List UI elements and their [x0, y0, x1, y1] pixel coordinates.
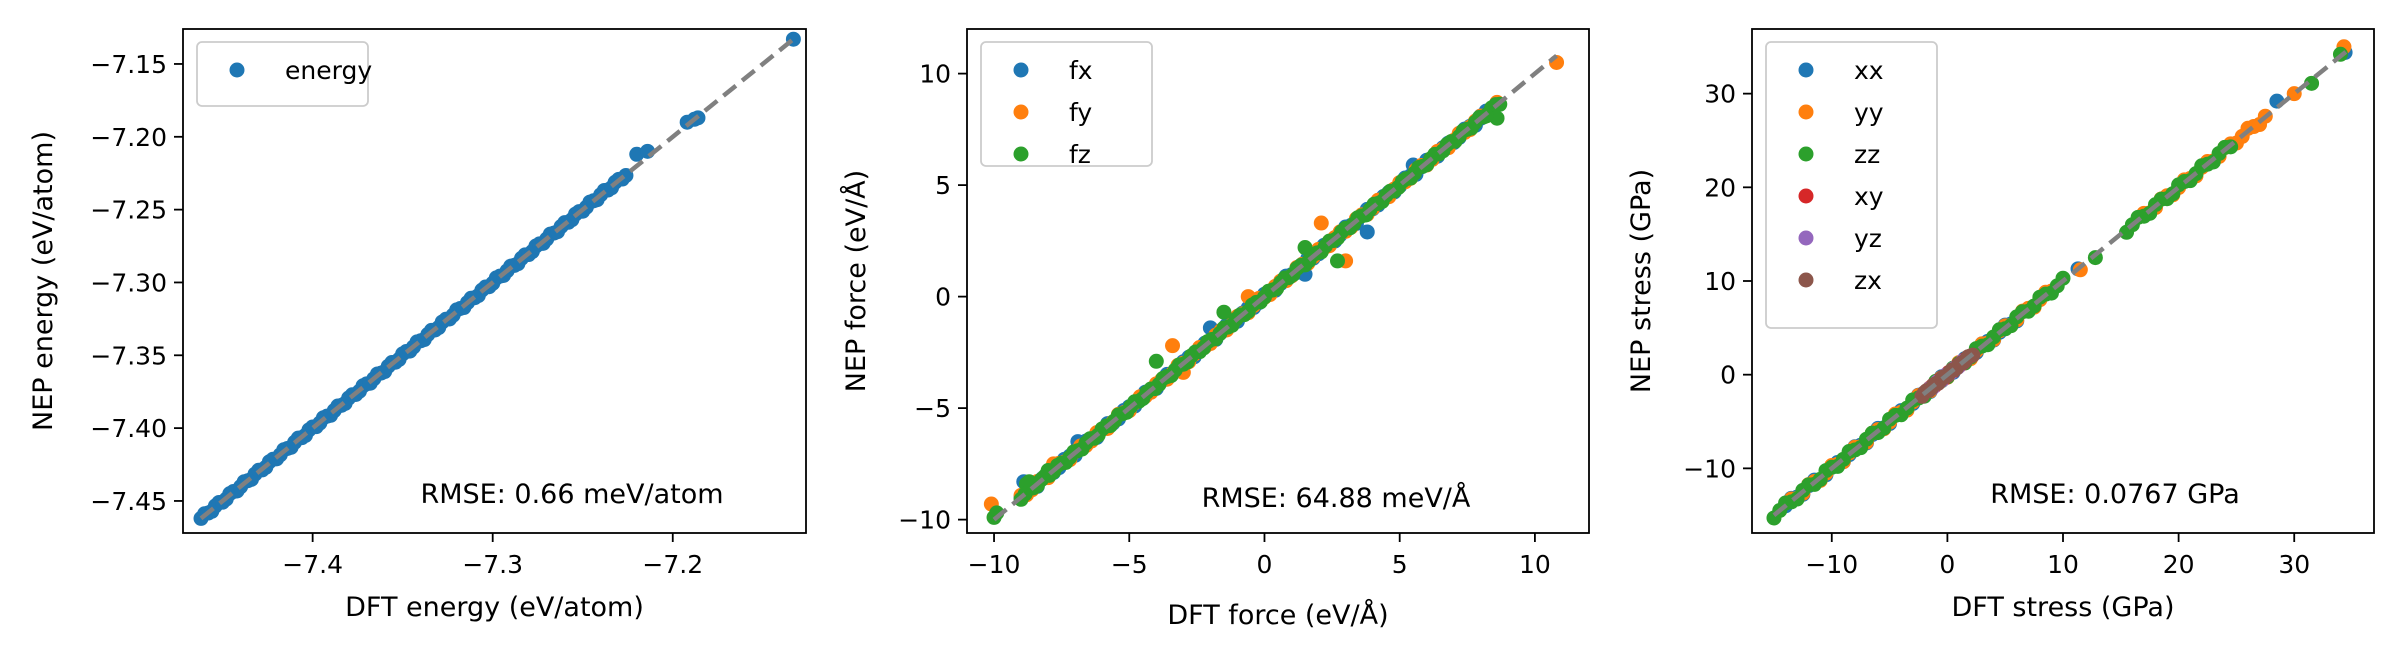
data-point	[1165, 338, 1181, 354]
y-tick-label: 10	[919, 60, 951, 89]
data-point	[1359, 224, 1375, 240]
rmse-annotation: RMSE: 0.0767 GPa	[1990, 479, 2240, 510]
y-axis-label: NEP energy (eV/atom)	[28, 131, 59, 431]
y-tick-label: −7.40	[90, 414, 167, 443]
y-tick-label: 0	[1720, 361, 1736, 390]
legend: xx yy zz xy yz zx	[1765, 41, 1938, 329]
x-tick-label: 5	[1392, 550, 1408, 579]
x-tick-label: −10	[968, 550, 1021, 579]
legend-marker-yy	[1798, 104, 1814, 120]
legend-label-fy: fy	[1069, 98, 1092, 127]
y-tick-label: −10	[1683, 454, 1736, 483]
axes-frame	[966, 28, 1590, 534]
x-tick-label: −7.3	[462, 550, 523, 579]
x-axis-label: DFT stress (GPa)	[1951, 592, 2174, 623]
rmse-annotation: RMSE: 0.66 meV/atom	[420, 479, 723, 510]
chart-panel-1: −7.4 −7.3 −7.2 −7.45 −7.40 −7.35 −7.30 −7.25 −7.…	[28, 28, 807, 623]
legend: fx fy fz	[980, 41, 1153, 169]
chart-panel-2: −10 −5 0 5 10 −10 −5 0 5 10 DFT force (eV/Å) NEP fo…	[840, 28, 1590, 631]
x-tick-label: 0	[1257, 550, 1273, 579]
identity-line	[1772, 45, 2353, 517]
y-tick-label: −7.30	[90, 268, 167, 297]
x-tick-label: 0	[1939, 550, 1955, 579]
legend-label-xy: xy	[1854, 182, 1884, 211]
legend-marker-xx	[1798, 62, 1814, 78]
y-axis-label: NEP force (eV/Å)	[840, 170, 872, 392]
x-axis-label: DFT energy (eV/atom)	[345, 592, 644, 623]
legend-marker-zx	[1798, 272, 1814, 288]
x-tick-label: −7.4	[282, 550, 343, 579]
data-point	[1148, 353, 1164, 369]
x-tick-label: −7.2	[642, 550, 703, 579]
legend-marker-fy	[1013, 104, 1029, 120]
legend: energy	[196, 41, 372, 107]
x-tick-label: 20	[2163, 550, 2195, 579]
x-tick-label: 10	[1519, 550, 1551, 579]
legend-box	[980, 41, 1153, 167]
x-tick-label: −10	[1805, 550, 1858, 579]
y-axis-label: NEP stress (GPa)	[1626, 169, 1657, 393]
legend-label-fz: fz	[1069, 140, 1091, 169]
y-tick-label: −7.25	[90, 196, 167, 225]
y-tick-label: 5	[935, 171, 951, 200]
identity-line	[992, 54, 1558, 522]
y-tick-label: 10	[1704, 267, 1736, 296]
y-tick-label: −7.45	[90, 487, 167, 516]
axes-frame	[182, 28, 807, 534]
legend-marker-yz	[1798, 230, 1814, 246]
legend-marker-fx	[1013, 62, 1029, 78]
legend-marker-zz	[1798, 146, 1814, 162]
legend-box	[196, 41, 369, 107]
y-tick-label: −10	[898, 506, 951, 535]
y-tick-label: 20	[1704, 173, 1736, 202]
data-point	[1297, 240, 1313, 256]
data-point	[1330, 253, 1345, 269]
legend-label-fx: fx	[1069, 56, 1093, 85]
y-tick-label: −5	[914, 394, 951, 423]
legend-marker-xy	[1798, 188, 1814, 204]
legend-box	[1765, 41, 1938, 329]
y-tick-label: 30	[1704, 80, 1736, 109]
x-axis-label: DFT force (eV/Å)	[1167, 599, 1388, 631]
legend-marker-fz	[1013, 146, 1029, 162]
legend-label-zx: zx	[1854, 266, 1882, 295]
legend-label-yz: yz	[1854, 224, 1882, 253]
data-point	[2304, 75, 2320, 91]
data-point	[1216, 304, 1232, 320]
identity-line	[199, 37, 795, 521]
y-tick-label: 0	[935, 283, 951, 312]
chart-panel-3: −10 0 10 20 30 −10 0 10 20 30 DFT stress (GPa) NEP …	[1626, 28, 2375, 623]
legend-label-zz: zz	[1854, 140, 1880, 169]
y-tick-label: −7.20	[90, 123, 167, 152]
x-tick-label: 10	[2047, 550, 2079, 579]
legend-label-xx: xx	[1854, 56, 1884, 85]
legend-marker-energy	[229, 62, 245, 78]
x-tick-label: −5	[1111, 550, 1148, 579]
data-point	[1313, 215, 1329, 231]
y-tick-label: −7.35	[90, 341, 167, 370]
legend-label-energy: energy	[285, 56, 372, 85]
x-tick-label: 30	[2278, 550, 2310, 579]
y-tick-label: −7.15	[90, 50, 167, 79]
legend-label-yy: yy	[1854, 98, 1884, 127]
rmse-annotation: RMSE: 64.88 meV/Å	[1202, 482, 1471, 514]
